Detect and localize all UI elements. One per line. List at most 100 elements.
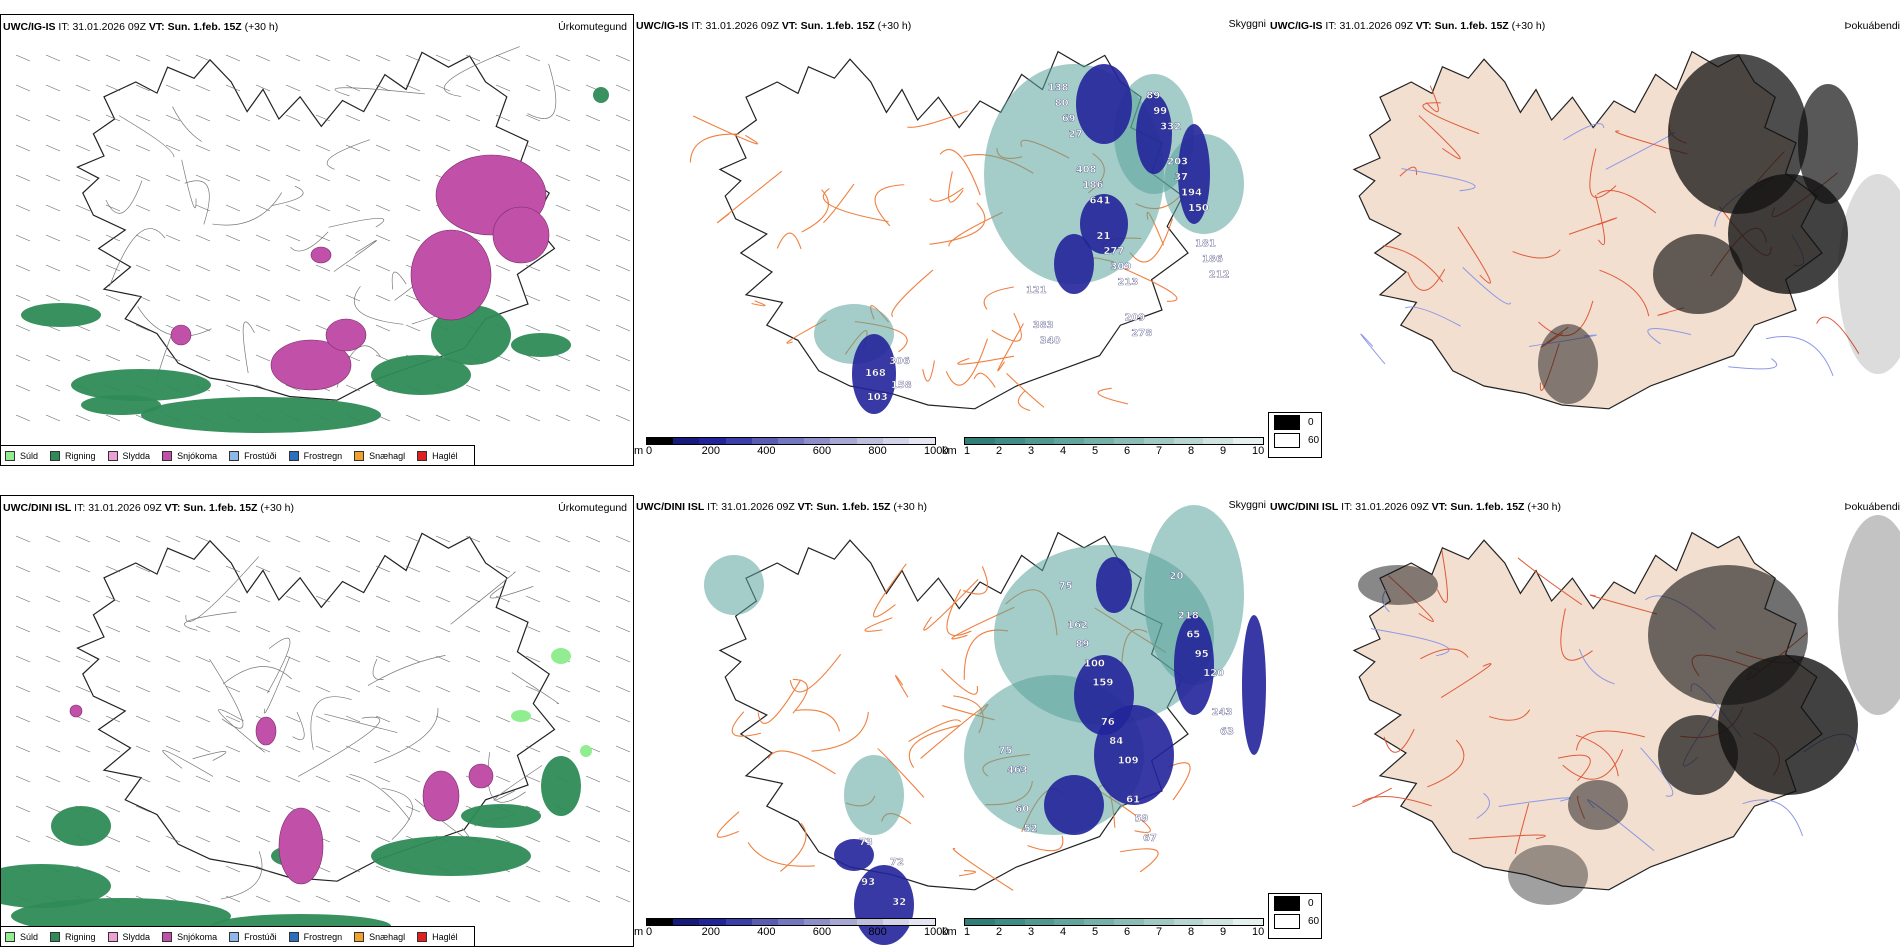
cloud-base-label: 168 [865, 368, 886, 379]
wind-barb [15, 414, 31, 422]
wind-barb [585, 384, 601, 392]
wind-barb [225, 595, 241, 603]
wind-barb [135, 264, 151, 272]
legend-item: Frostúði [229, 450, 277, 461]
wind-barb [285, 264, 301, 272]
snow-area [278, 807, 324, 885]
wind-barb [105, 414, 121, 422]
road-line [747, 842, 815, 867]
road-line [267, 637, 291, 694]
wind-barb [555, 354, 571, 362]
wind-barb [435, 745, 451, 753]
road-line [1006, 372, 1045, 408]
cloud-base-panel-bottom: 20 75 218 162 65 89 95 100 120 159 243 76 63 84 75 109 4… [634, 495, 1268, 947]
precip-legend: Súld Rigning Slydda Snjókoma Frostúði Frostre… [1, 926, 475, 946]
wind-barb [555, 294, 571, 302]
wind-barb [315, 895, 331, 903]
colorbar-step [777, 919, 805, 925]
wind-barb [585, 294, 601, 302]
wind-barb [465, 565, 481, 573]
wind-barb [15, 745, 31, 753]
snow-area [69, 704, 83, 718]
colorbar-step [673, 438, 700, 444]
legend-swatch [229, 450, 240, 461]
road-line [328, 217, 385, 228]
wind-barb [165, 625, 181, 633]
rain-area [593, 87, 609, 103]
wind-barb [135, 595, 151, 603]
wind-barb [105, 144, 121, 152]
wind-barb [495, 595, 511, 603]
cloud-base-area [834, 839, 874, 871]
wind-barb [375, 565, 391, 573]
wind-barb [225, 324, 241, 332]
wind-barb [105, 685, 121, 693]
wind-barb [195, 865, 211, 873]
fog-legend-bottom: 0 60 [1268, 893, 1322, 939]
wind-barb [105, 625, 121, 633]
wind-barb [615, 84, 631, 92]
cloud-base-area [1044, 775, 1104, 835]
wind-barb [525, 565, 541, 573]
road-line [1440, 663, 1492, 698]
wind-barb [585, 204, 601, 212]
colorbar-step [725, 438, 752, 444]
wind-barb [345, 805, 361, 813]
road-line [263, 656, 291, 714]
fog-indicator-area [1653, 234, 1743, 314]
cloud-base-label: 67 [1143, 833, 1157, 844]
wind-barb [225, 204, 241, 212]
wind-barb [525, 144, 541, 152]
wind-barb [45, 174, 61, 182]
colorbar-tick-label: 0 [646, 445, 653, 457]
wind-barb [375, 535, 391, 543]
colorbar-unit: m [634, 445, 644, 457]
wind-barb [75, 565, 91, 573]
wind-barb [585, 174, 601, 182]
wind-barb [225, 294, 241, 302]
colorbar-step [830, 919, 857, 925]
cloud-base-label: 72 [890, 857, 904, 868]
colorbar-tick-label: 1000 [924, 445, 949, 457]
wind-barb [195, 595, 211, 603]
snow-area [170, 324, 192, 346]
legend-swatch [107, 931, 118, 942]
wind-barb [225, 234, 241, 242]
it-label: IT: [691, 20, 703, 32]
fog-indicator-area [1358, 565, 1438, 605]
road-line [717, 170, 783, 224]
wind-barb [165, 745, 181, 753]
low-visibility-area [1144, 505, 1244, 685]
legend-swatch [354, 450, 365, 461]
wind-barb [255, 835, 271, 843]
road-line [1657, 307, 1684, 316]
wind-barb [135, 114, 151, 122]
road-line [118, 115, 175, 158]
wind-barb [165, 775, 181, 783]
river-line [1742, 799, 1803, 837]
lead-time: (+30 h) [1511, 20, 1546, 32]
wind-barb [375, 715, 391, 723]
wind-barb [405, 174, 421, 182]
cloud-base-area [1094, 705, 1174, 805]
wind-barb [615, 144, 631, 152]
cloud-base-area [1076, 64, 1132, 144]
cloud-base-label: 340 [1040, 336, 1061, 347]
wind-barb [555, 565, 571, 573]
road-line [184, 180, 210, 225]
wind-barb [525, 354, 541, 362]
wind-barb [315, 84, 331, 92]
colorbar-step [647, 919, 674, 925]
rain-area [51, 806, 111, 846]
cloud-base-label: 278 [1131, 328, 1152, 339]
wind-barb [15, 535, 31, 543]
wind-barb [585, 835, 601, 843]
colorbar-tick-label: 6 [1124, 445, 1131, 457]
snow-area [468, 763, 494, 789]
road-line [181, 159, 197, 209]
wind-barb [105, 535, 121, 543]
wind-barb [315, 775, 331, 783]
wind-barb [105, 204, 121, 212]
wind-barb [255, 264, 271, 272]
road-line [864, 617, 893, 632]
